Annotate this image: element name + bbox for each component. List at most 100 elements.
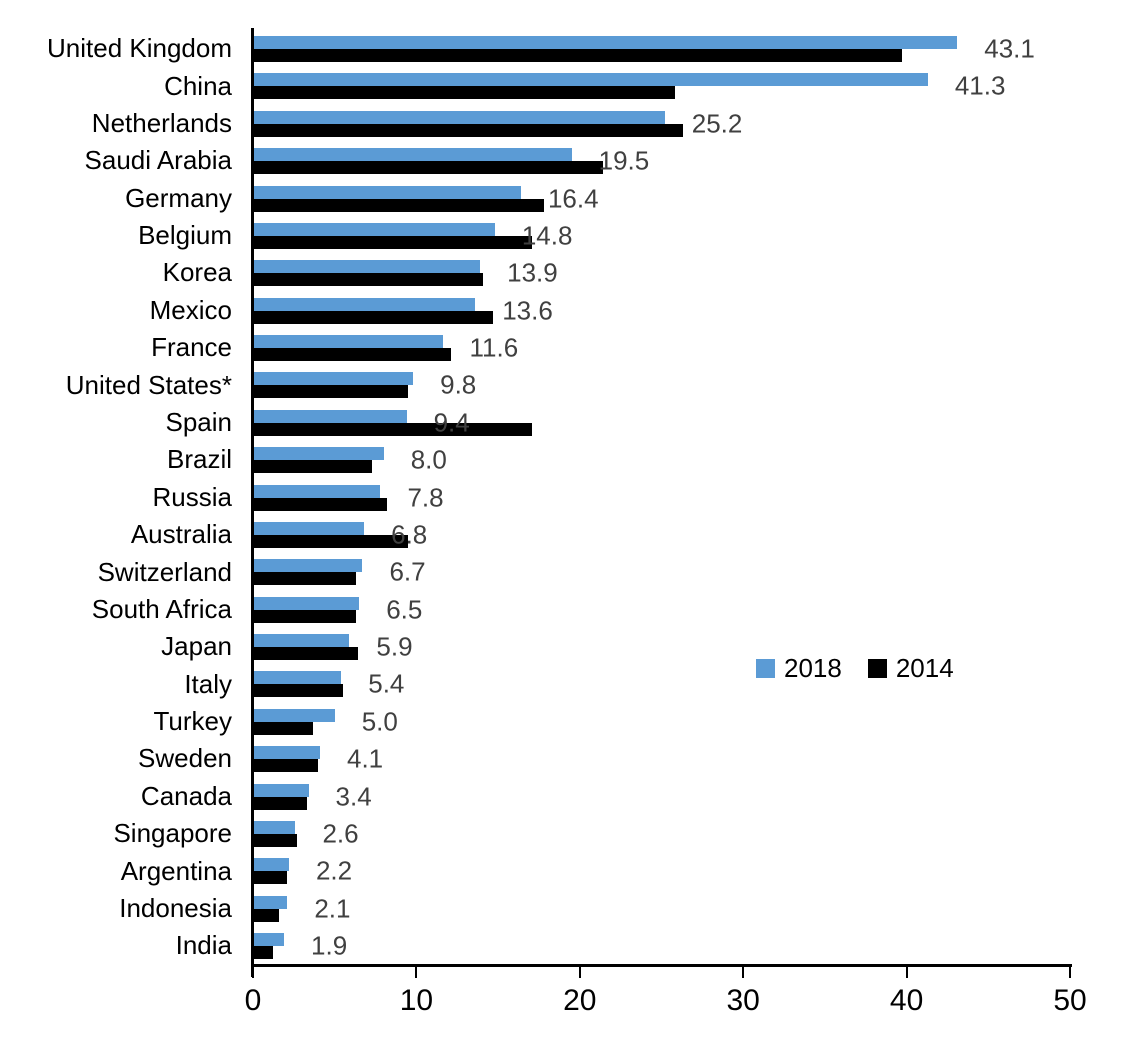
value-label: 4.1 (346, 743, 384, 774)
value-label: 5.9 (376, 631, 413, 662)
category-label: Singapore (113, 818, 232, 849)
bar-2018 (253, 148, 572, 162)
bar-2018 (253, 671, 342, 685)
bar-2018 (253, 783, 309, 797)
value-label: 9.4 (433, 407, 470, 438)
category-label: Argentina (120, 855, 232, 886)
x-tick-label: 50 (1053, 984, 1087, 1017)
y-axis-line (251, 28, 254, 977)
x-tick (742, 967, 745, 978)
bar-2014 (253, 572, 356, 586)
bar-2014 (253, 310, 494, 324)
x-tick-label: 20 (563, 984, 597, 1017)
bar-2014 (253, 871, 288, 885)
bar-2018 (253, 447, 384, 461)
x-tick-label: 30 (726, 984, 760, 1017)
value-label: 25.2 (691, 108, 743, 139)
bar-2014 (253, 385, 409, 399)
category-label: Sweden (138, 743, 232, 774)
value-label: 41.3 (954, 70, 1006, 101)
bar-2014 (253, 198, 544, 212)
bar-2014 (253, 647, 358, 661)
value-label: 2.2 (315, 855, 353, 886)
value-label: 2.6 (322, 818, 359, 849)
category-label: France (151, 332, 232, 363)
bar-2018 (253, 895, 288, 909)
bar-2018 (253, 933, 285, 947)
bar-2018 (253, 559, 363, 573)
value-label: 43.1 (984, 33, 1035, 64)
category-label: Russia (152, 481, 232, 512)
bar-2014 (253, 161, 603, 175)
value-label: 8.0 (410, 444, 447, 475)
category-label: Switzerland (97, 556, 232, 587)
bar-2014 (253, 460, 373, 474)
bar-2018 (253, 409, 407, 423)
bar-2018 (253, 335, 443, 349)
bar-2014 (253, 759, 319, 773)
value-label: 5.4 (368, 668, 405, 699)
bar-2014 (253, 721, 314, 735)
x-tick (1069, 967, 1071, 978)
bar-2014 (253, 86, 675, 100)
category-label: Netherlands (91, 107, 232, 138)
bar-2018 (253, 820, 296, 834)
bar-2014 (253, 833, 298, 847)
category-label: Mexico (149, 294, 232, 325)
category-label: Australia (130, 519, 232, 550)
legend-label-2014: 2014 (895, 653, 954, 683)
category-label: Germany (125, 182, 232, 213)
value-label: 6.8 (391, 519, 428, 550)
x-tick (905, 967, 908, 978)
bar-2014 (253, 796, 307, 810)
bar-2018 (253, 708, 335, 722)
bar-2014 (253, 908, 280, 922)
bar-2014 (253, 422, 533, 436)
value-label: 3.4 (335, 781, 372, 812)
bar-2018 (253, 36, 958, 49)
bar-2014 (253, 49, 902, 62)
value-label: 11.6 (469, 332, 519, 363)
category-label: China (164, 70, 232, 101)
bar-2014 (253, 273, 484, 287)
value-label: 16.4 (547, 183, 599, 214)
bar-2014 (253, 684, 343, 698)
category-label: Korea (162, 257, 232, 288)
value-label: 9.8 (440, 369, 477, 400)
bar-2014 (253, 123, 683, 137)
category-label: South Africa (91, 593, 232, 624)
category-label: Belgium (138, 220, 232, 251)
legend-item-2018: 2018 (756, 653, 842, 684)
bar-2018 (253, 521, 365, 535)
value-label: 6.7 (389, 556, 426, 587)
category-label: Saudi Arabia (84, 145, 232, 176)
legend: 2018 2014 (756, 653, 954, 684)
bar-2014 (253, 946, 273, 960)
bar-2018 (253, 222, 495, 236)
legend-item-2014: 2014 (867, 653, 954, 684)
category-label: Spain (165, 406, 233, 437)
bar-2018 (253, 484, 381, 498)
bar-2018 (253, 746, 320, 760)
bar-2018 (253, 634, 350, 648)
category-label: India (175, 930, 232, 961)
x-tick (578, 967, 581, 978)
bar-2018 (253, 110, 665, 124)
category-label: Japan (161, 631, 232, 662)
x-tick-label: 10 (399, 984, 434, 1017)
x-tick-label: 0 (244, 984, 262, 1017)
category-label: Turkey (153, 706, 233, 737)
value-label: 13.9 (507, 257, 558, 288)
bar-2014 (253, 609, 356, 623)
category-label: Brazil (166, 444, 232, 475)
bar-2018 (253, 596, 360, 610)
x-axis-line (251, 964, 1072, 967)
bar-2018 (253, 297, 476, 311)
x-tick (252, 967, 254, 978)
legend-label-2018: 2018 (784, 653, 842, 683)
value-label: 2.1 (314, 893, 351, 924)
category-label: Indonesia (119, 892, 232, 923)
bar-2014 (253, 348, 451, 362)
legend-swatch-2018 (756, 659, 775, 678)
